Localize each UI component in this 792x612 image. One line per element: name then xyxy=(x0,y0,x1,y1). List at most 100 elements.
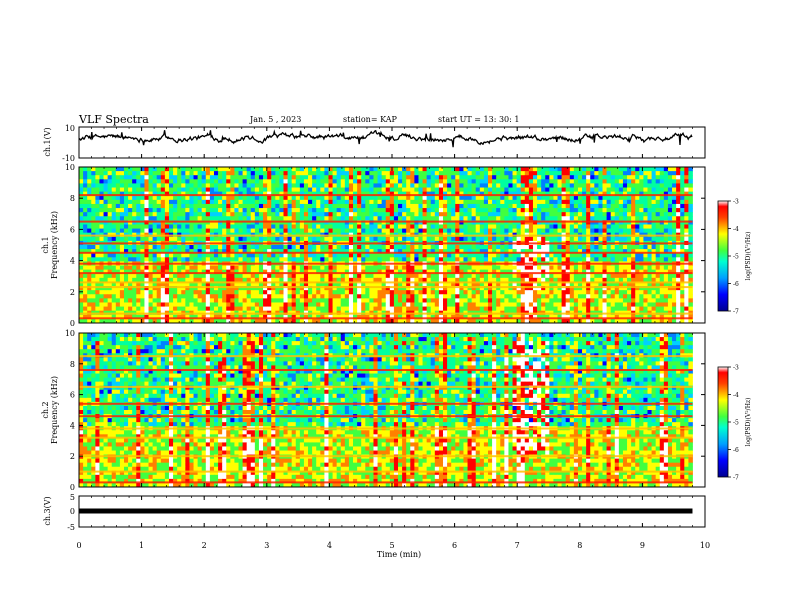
spectrogram-cell xyxy=(238,249,243,254)
spectrogram-cell xyxy=(136,167,141,172)
spectrogram-cell xyxy=(324,236,329,242)
spectrogram-cell xyxy=(504,183,509,188)
spectrogram-cell xyxy=(291,187,297,193)
spectrogram-cell xyxy=(312,298,317,303)
spectrogram-cell xyxy=(209,281,215,287)
spectrogram-cell xyxy=(684,195,689,201)
spectrogram-cell xyxy=(316,212,321,217)
spectrogram-cell xyxy=(344,253,350,258)
spectrogram-cell xyxy=(303,212,309,217)
spectrogram-cell xyxy=(639,191,644,197)
spectrogram-cell xyxy=(103,171,109,176)
spectrogram-cell xyxy=(148,224,154,229)
spectrogram-cell xyxy=(209,294,215,299)
spectrogram-cell xyxy=(164,245,170,250)
spectrogram-cell xyxy=(201,179,207,184)
spectrogram-cell xyxy=(569,216,575,221)
spectrogram-cell xyxy=(226,265,231,271)
spectrogram-cell xyxy=(357,199,362,205)
spectrogram-cell xyxy=(627,224,632,229)
spectrogram-cell xyxy=(328,216,333,221)
spectrogram-cell xyxy=(287,281,293,287)
spectrogram-cell xyxy=(463,281,468,287)
spectrogram-cell xyxy=(373,199,378,205)
spectrogram-cell xyxy=(459,286,464,291)
spectrogram-cell xyxy=(553,298,558,303)
spectrogram-cell xyxy=(299,281,305,287)
spectrogram-cell xyxy=(602,203,607,209)
spectrogram-cell xyxy=(324,249,329,254)
spectrogram-cell xyxy=(303,167,309,172)
spectrogram-cell xyxy=(148,290,154,295)
spectrogram-cell xyxy=(553,245,558,250)
spectrogram-cell xyxy=(541,199,546,205)
spectrogram-cell xyxy=(496,212,501,217)
spectrogram-cell xyxy=(373,253,378,258)
spectrogram-cell xyxy=(115,203,121,209)
spectrogram-cell xyxy=(340,298,346,303)
spectrogram-cell xyxy=(91,224,96,229)
spectrogram-cell xyxy=(504,224,509,229)
spectrogram-cell xyxy=(103,286,109,291)
spectrogram-cell xyxy=(557,298,562,303)
spectrogram-cell xyxy=(398,298,403,303)
spectrogram-cell xyxy=(463,191,468,197)
spectrogram-cell xyxy=(680,298,685,303)
spectrogram-cell xyxy=(622,175,628,180)
spectrogram-cell xyxy=(537,216,542,221)
spectrogram-cell xyxy=(582,171,587,176)
spectrogram-cell xyxy=(308,253,313,258)
spectrogram-cell xyxy=(635,281,640,287)
spectrogram-cell xyxy=(512,298,518,303)
spectrogram-cell xyxy=(222,265,227,271)
spectrogram-cell xyxy=(128,228,133,234)
spectrogram-cell xyxy=(487,294,493,299)
spectrogram-cell xyxy=(500,195,505,201)
spectrogram-cell xyxy=(357,195,362,201)
spectrogram-cell xyxy=(631,245,636,250)
spectrogram-cell xyxy=(483,183,489,188)
spectrogram-cell xyxy=(160,175,166,180)
spectrogram-cell xyxy=(263,228,268,234)
spectrogram-cell xyxy=(549,281,554,287)
spectrogram-cell xyxy=(430,216,436,221)
spectrogram-cell xyxy=(602,228,607,234)
spectrogram-cell xyxy=(173,203,178,209)
spectrogram-cell xyxy=(152,195,158,201)
spectrogram-cell xyxy=(500,253,505,258)
spectrogram-cell xyxy=(672,286,677,291)
spectrogram-cell xyxy=(263,298,268,303)
spectrogram-cell xyxy=(667,179,673,184)
spectrogram-cell xyxy=(336,228,342,234)
spectrogram-cell xyxy=(79,257,84,262)
spectrogram-cell xyxy=(308,212,313,217)
spectrogram-cell xyxy=(651,224,657,229)
spectrogram-cell xyxy=(283,191,288,197)
spectrogram-cell xyxy=(205,245,211,250)
spectrogram-cell xyxy=(128,191,133,197)
spectrogram-cell xyxy=(582,191,587,197)
spectrogram-cell xyxy=(357,216,362,221)
spectrogram-cell xyxy=(291,195,297,201)
spectrogram-cell xyxy=(193,294,199,299)
spectrogram-cell xyxy=(684,208,689,213)
spectrogram-cell xyxy=(119,171,125,176)
spectrogram-cell xyxy=(258,265,264,271)
spectrogram-cell xyxy=(267,203,272,209)
spectrogram-cell xyxy=(537,249,542,254)
spectrogram-cell xyxy=(537,203,542,209)
spectrogram-cell xyxy=(148,273,154,279)
spectrogram-cell xyxy=(373,171,378,176)
spectrogram-cell xyxy=(365,281,370,287)
spectrogram-cell xyxy=(250,191,256,197)
spectrogram-cell xyxy=(218,208,223,213)
spectrogram-cell xyxy=(659,195,665,201)
spectrogram-cell xyxy=(483,249,489,254)
spectrogram-cell xyxy=(512,265,518,271)
spectrogram-cell xyxy=(598,167,603,172)
spectrogram-cell xyxy=(91,187,96,193)
spectrogram-cell xyxy=(418,208,423,213)
spectrogram-cell xyxy=(168,187,174,193)
spectrogram-cell xyxy=(197,220,203,225)
spectrogram-cell xyxy=(181,199,186,205)
